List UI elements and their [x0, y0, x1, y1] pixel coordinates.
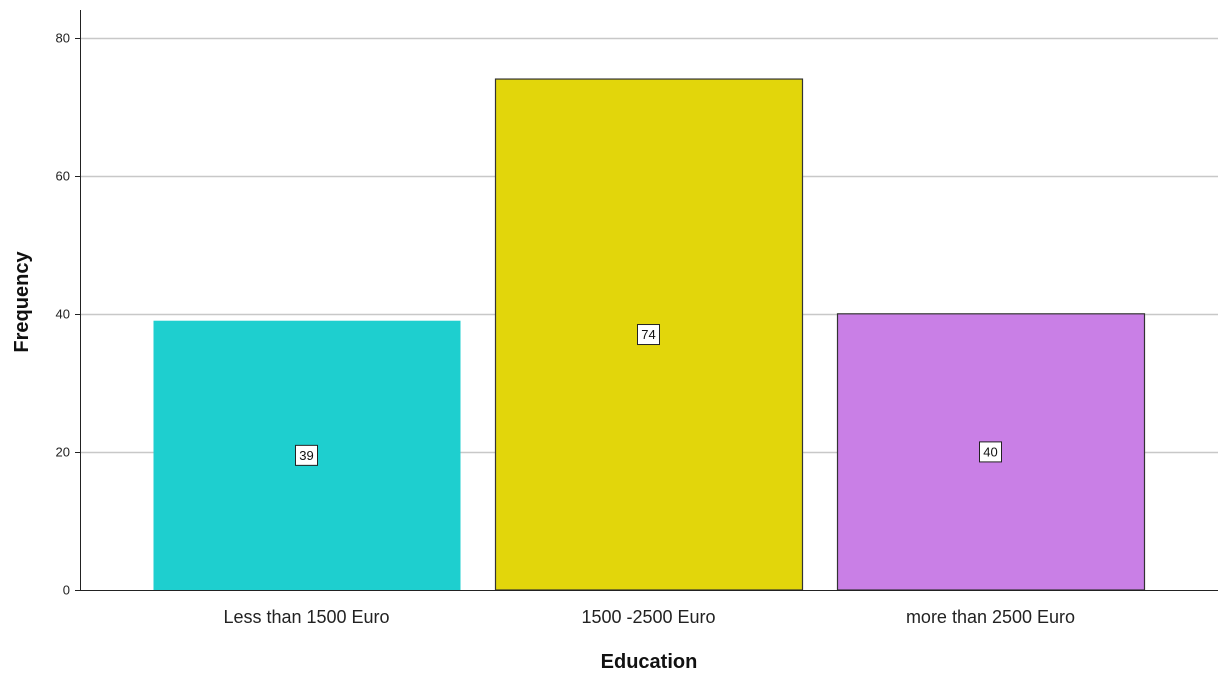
data-label-box	[295, 444, 318, 466]
y-tick-label: 20	[56, 445, 70, 460]
data-label: 40	[979, 441, 1002, 463]
x-axis-title: Education	[601, 651, 698, 673]
x-tick-label: more than 2500 Euro	[906, 607, 1075, 627]
data-label-text: 40	[983, 444, 997, 459]
data-label-text: 74	[641, 327, 655, 342]
data-label-box	[979, 441, 1002, 463]
axes: 0 20 40 60 80 Less than 1500 Euro 1500 -2500 E…	[56, 10, 1218, 627]
data-labels: 39 74 40	[295, 324, 1002, 466]
data-label-text: 39	[299, 448, 313, 463]
y-tick-label: 0	[63, 583, 70, 598]
data-label: 39	[295, 444, 318, 466]
y-tick-label: 60	[56, 169, 70, 184]
data-label-box	[637, 324, 660, 346]
data-label: 74	[637, 324, 660, 346]
y-tick-label: 40	[56, 307, 70, 322]
y-axis-title: Frequency	[11, 251, 33, 353]
y-tick-label: 80	[56, 31, 70, 46]
x-tick-label: Less than 1500 Euro	[223, 607, 389, 627]
x-tick-label: 1500 -2500 Euro	[581, 607, 715, 627]
